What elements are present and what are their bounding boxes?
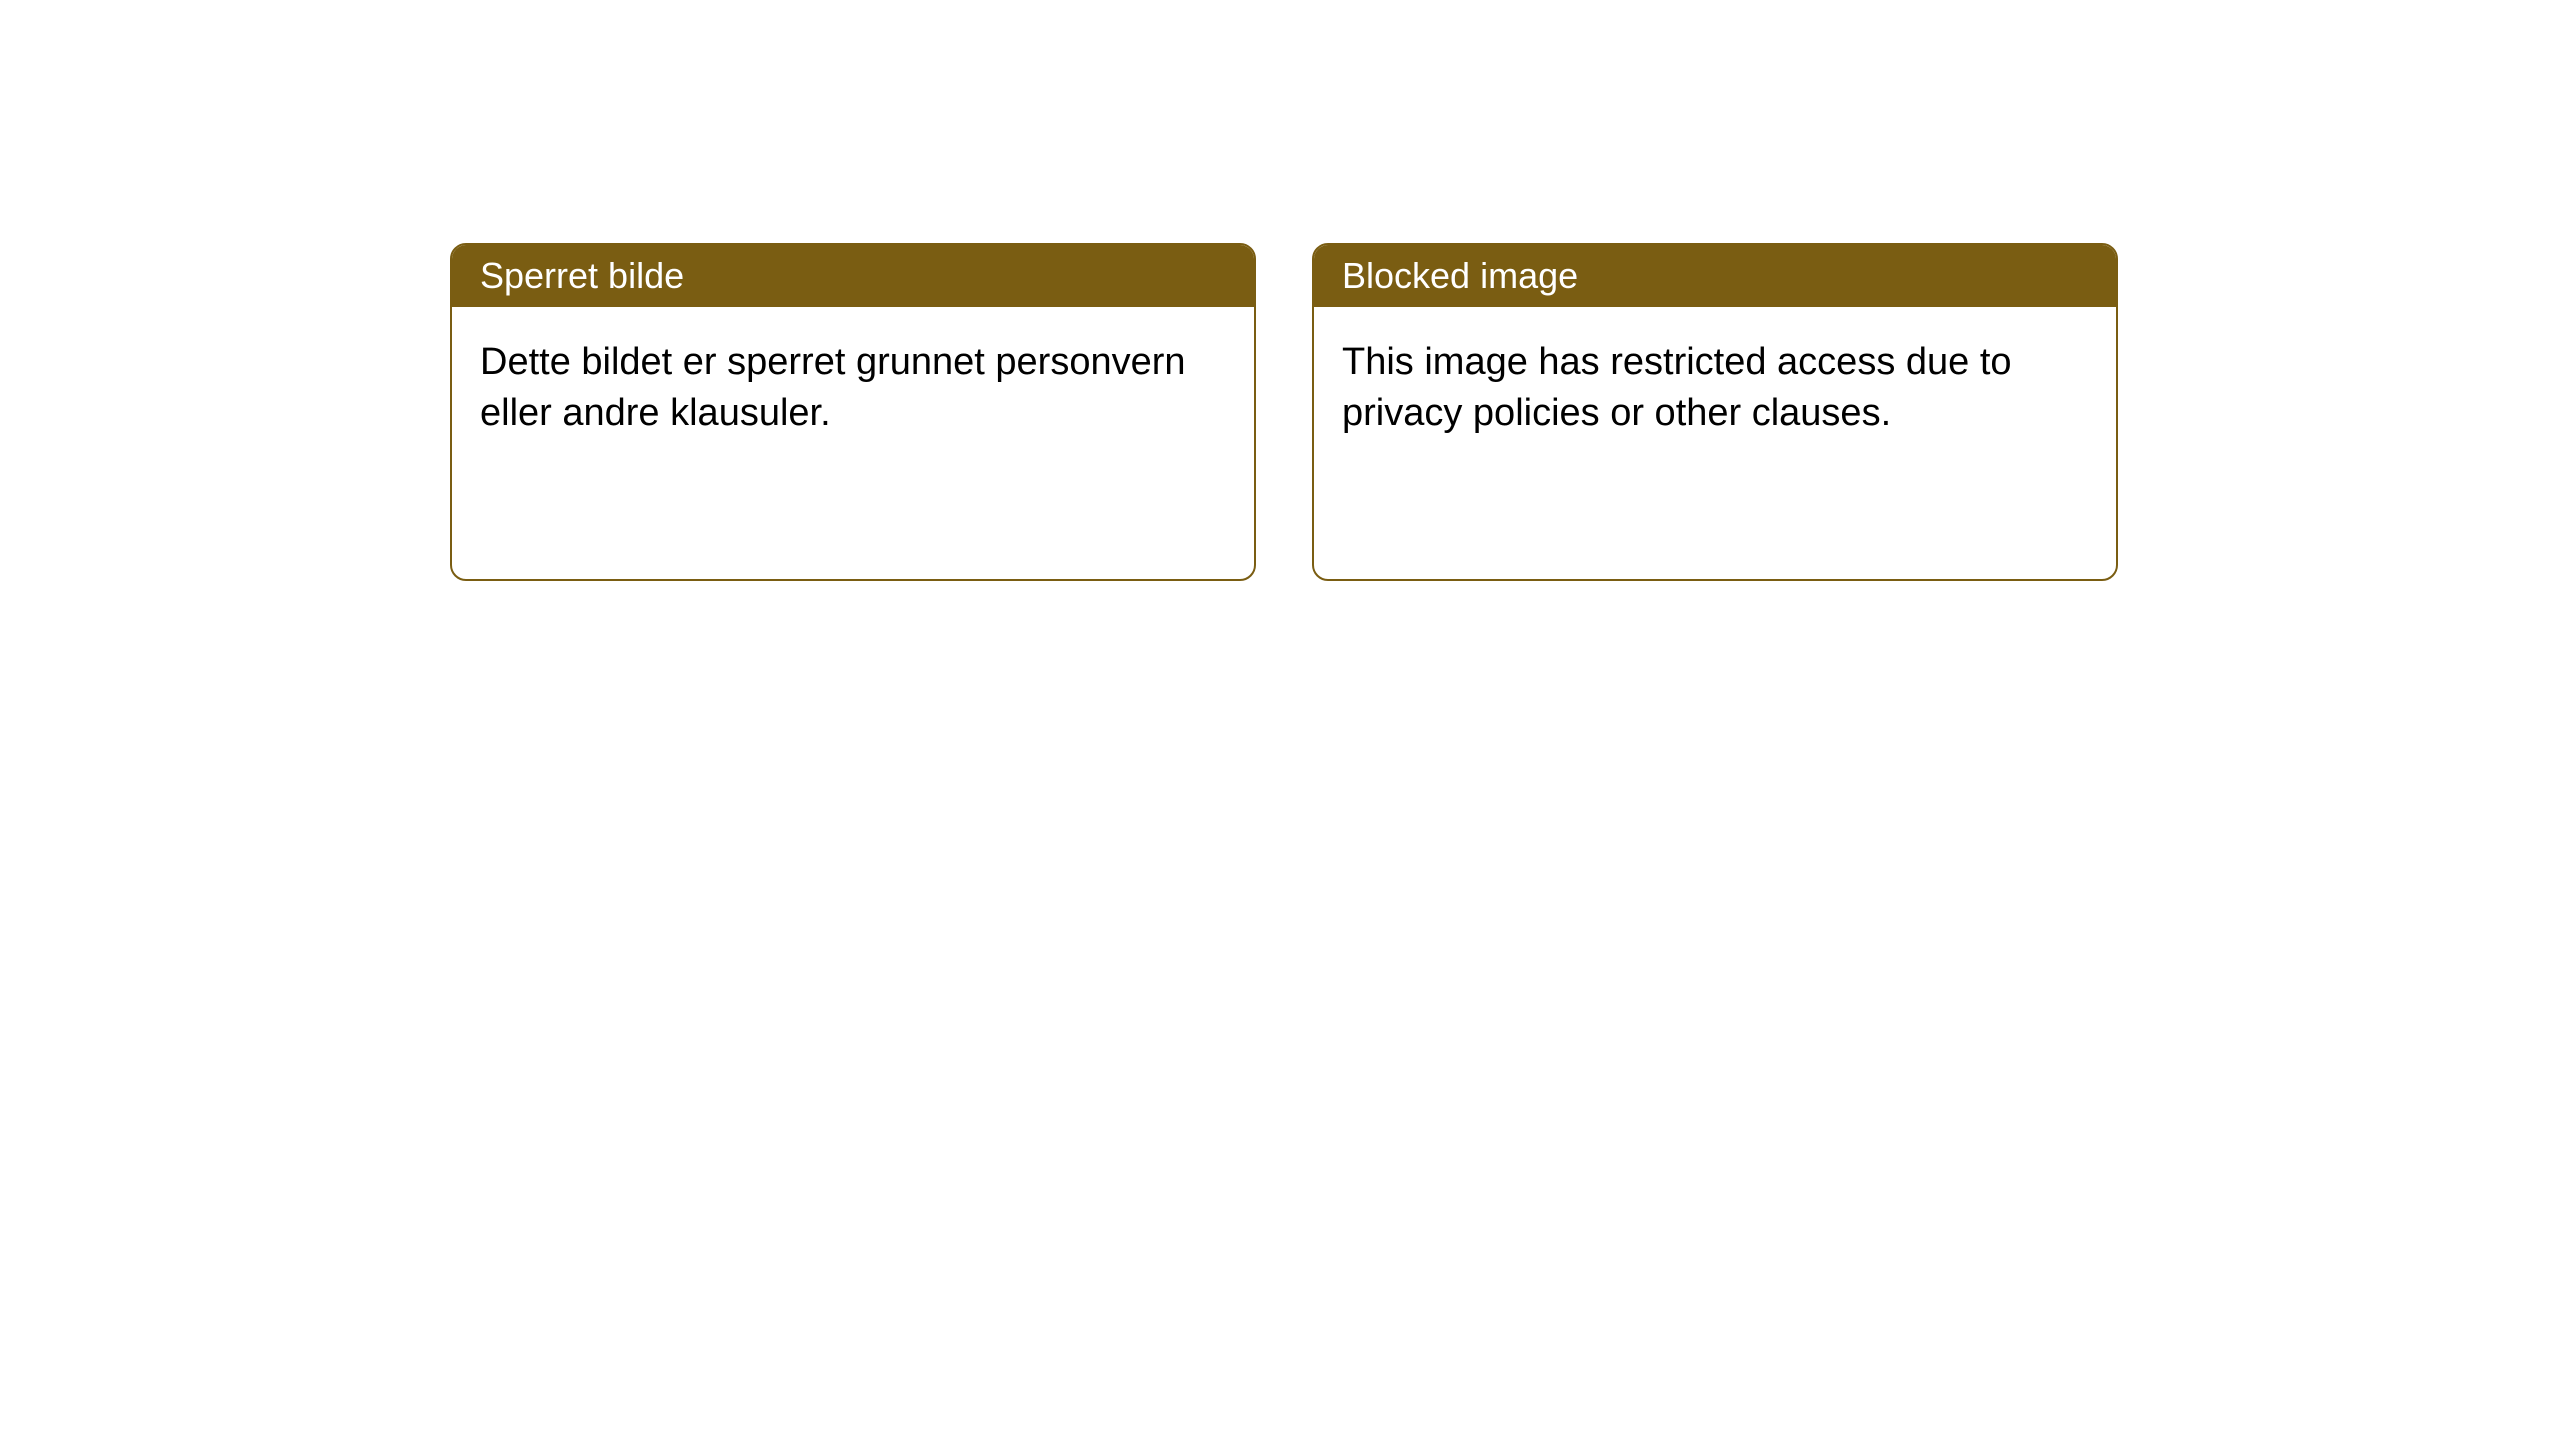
notice-card-header: Blocked image xyxy=(1314,245,2116,307)
notice-card-en: Blocked image This image has restricted … xyxy=(1312,243,2118,581)
notice-card-body: This image has restricted access due to … xyxy=(1314,307,2116,579)
notice-card-no: Sperret bilde Dette bildet er sperret gr… xyxy=(450,243,1256,581)
notice-container: Sperret bilde Dette bildet er sperret gr… xyxy=(450,243,2118,581)
notice-title: Blocked image xyxy=(1342,255,1578,296)
notice-body-text: This image has restricted access due to … xyxy=(1342,341,2012,434)
notice-card-header: Sperret bilde xyxy=(452,245,1254,307)
notice-card-body: Dette bildet er sperret grunnet personve… xyxy=(452,307,1254,579)
notice-title: Sperret bilde xyxy=(480,255,684,296)
notice-body-text: Dette bildet er sperret grunnet personve… xyxy=(480,341,1186,434)
